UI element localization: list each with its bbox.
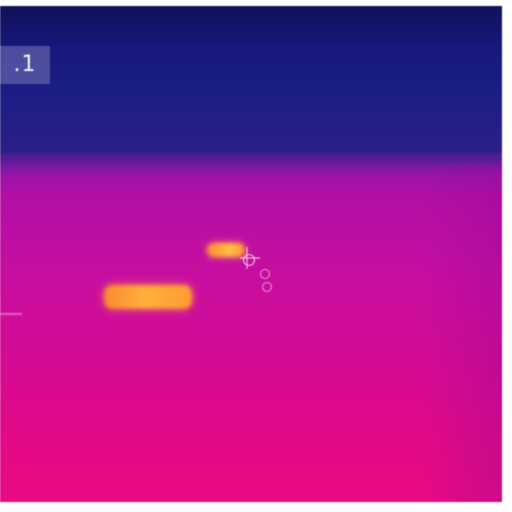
image-badge: .1	[0, 46, 50, 84]
crosshair-icon	[230, 234, 290, 294]
large-heat-spot	[104, 285, 192, 309]
thermal-image: .1	[0, 6, 502, 502]
small-heat-spot	[207, 243, 245, 257]
left-edge-marker	[0, 313, 22, 315]
